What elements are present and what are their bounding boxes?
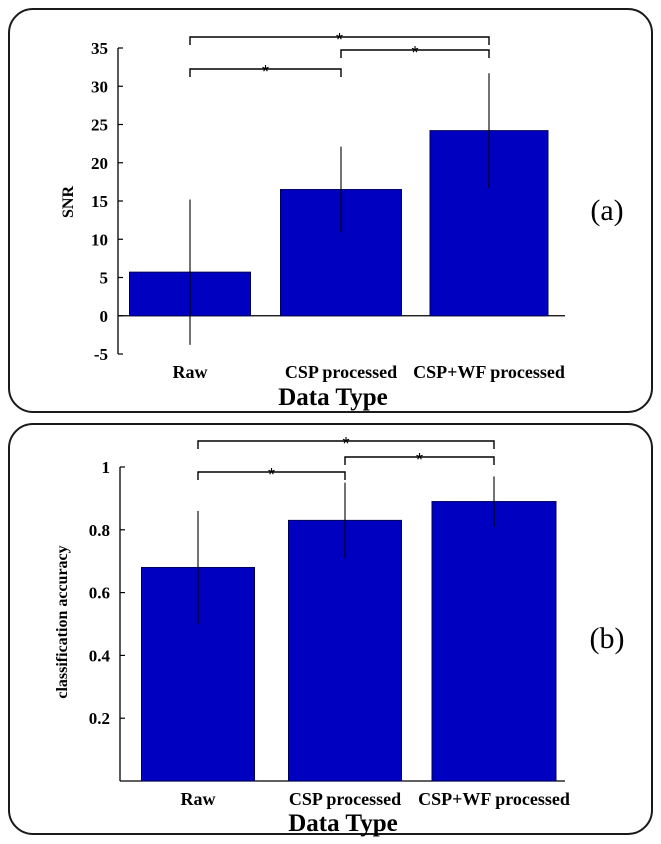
- panel-b-significance-bracket: [197, 440, 495, 449]
- panel-b-xlabel: Data Type: [288, 810, 398, 837]
- panel-a-y-tick-label: -5: [94, 345, 108, 364]
- panel-a-y-tick-label: 25: [91, 116, 108, 135]
- panel-b-y-tick-label: 0.6: [89, 584, 110, 603]
- panel-b-significance-bracket: [197, 471, 346, 480]
- panel-a-y-tick-label: 30: [91, 77, 108, 96]
- panel-a-plot: -5 0 5 10 15 20 25 30 35 Raw CSP processed CSP+WF p…: [91, 30, 565, 382]
- panel-b-significance-bracket: [344, 456, 495, 465]
- panel-b-plot: 0.2 0.4 0.6 0.8 1 Raw CSP processed CSP+WF proc…: [89, 434, 570, 809]
- panel-a-ylabel: SNR: [60, 186, 77, 218]
- panel-a-significance-star: *: [262, 62, 269, 82]
- panel-a-significance-bracket: [340, 49, 490, 58]
- panel-b-y-tick-label: 0.2: [89, 709, 110, 728]
- panel-a-category-label-3: CSP+WF processed: [413, 362, 565, 382]
- panel-b-y-tick-label: 0.4: [89, 646, 111, 665]
- panel-b-tag: (b): [590, 622, 625, 655]
- panel-b-bar-3: [431, 501, 557, 782]
- panel-b-y-tick-label: 1: [102, 458, 111, 477]
- panel-a-y-tick-label: 10: [91, 230, 108, 249]
- panel-b-category-label-3: CSP+WF processed: [418, 789, 570, 809]
- panel-b-category-label-1: Raw: [181, 789, 216, 809]
- panel-b-significance-star: *: [416, 450, 423, 470]
- panel-a-significance-star: *: [336, 30, 343, 50]
- panel-b-bar-2: [288, 519, 402, 782]
- panel-a-category-label-1: Raw: [173, 362, 208, 382]
- panel-b-y-tick-label: 0.8: [89, 521, 110, 540]
- panel-a-y-tick-label: 20: [91, 154, 108, 173]
- panel-b-ylabel: classification accuracy: [54, 545, 71, 698]
- panel-a-tag: (a): [590, 194, 623, 227]
- panel-a-category-label-2: CSP processed: [285, 362, 397, 382]
- panel-a-y-tick-label: 0: [100, 307, 109, 326]
- panel-b: 0.2 0.4 0.6 0.8 1 Raw CSP processed CSP+WF proc…: [8, 423, 653, 837]
- panel-a-y-tick-label: 35: [91, 39, 108, 58]
- panel-a-xlabel: Data Type: [278, 384, 388, 411]
- panel-b-significance-star: *: [342, 434, 349, 454]
- panel-a-significance-bracket: [189, 68, 342, 77]
- panel-a-y-tick-label: 15: [91, 192, 108, 211]
- panel-a-y-tick-label: 5: [100, 269, 109, 288]
- panel-a-significance-bracket: [189, 36, 490, 45]
- panel-a-significance-star: *: [411, 43, 418, 63]
- panel-b-category-label-2: CSP processed: [289, 789, 401, 809]
- panel-b-significance-star: *: [268, 465, 275, 485]
- panel-a: -5 0 5 10 15 20 25 30 35 Raw CSP processed CSP+WF p…: [8, 8, 653, 413]
